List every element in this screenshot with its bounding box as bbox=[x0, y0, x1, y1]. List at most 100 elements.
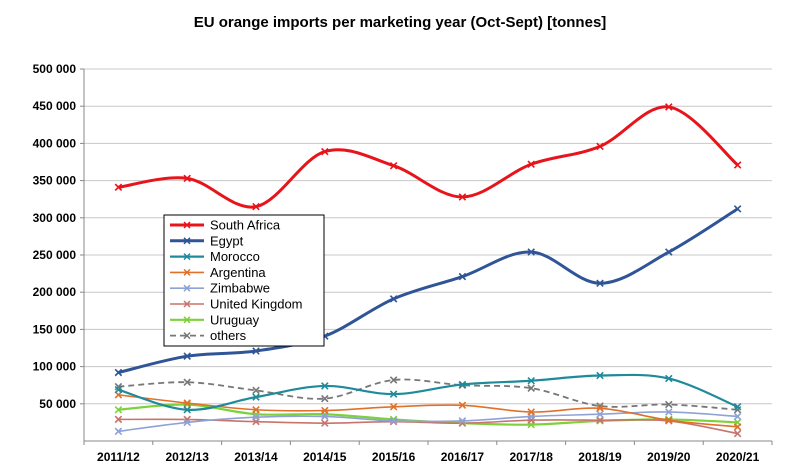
data-point bbox=[183, 174, 191, 183]
data-point bbox=[596, 416, 604, 424]
data-point bbox=[183, 352, 191, 360]
data-point bbox=[458, 193, 467, 201]
point-marker bbox=[114, 405, 123, 414]
point-marker bbox=[733, 403, 742, 411]
point-marker bbox=[733, 161, 742, 169]
point-marker bbox=[527, 408, 535, 416]
point-marker bbox=[252, 413, 260, 421]
x-tick-label: 2017/18 bbox=[510, 450, 554, 464]
point-marker bbox=[733, 205, 742, 213]
point-marker bbox=[321, 147, 329, 156]
legend-item-argentina: Argentina bbox=[170, 265, 266, 280]
data-point bbox=[114, 385, 123, 394]
point-marker bbox=[114, 427, 123, 436]
x-tick-label: 2013/14 bbox=[234, 450, 278, 464]
legend-marker bbox=[183, 268, 191, 276]
data-point bbox=[733, 429, 742, 438]
series-morocco bbox=[114, 371, 742, 414]
legend-marker bbox=[183, 253, 191, 261]
data-point bbox=[183, 378, 191, 386]
data-point bbox=[458, 380, 467, 389]
series-south-africa bbox=[114, 103, 742, 211]
data-point bbox=[665, 103, 673, 111]
x-tick-label: 2015/16 bbox=[372, 450, 416, 464]
point-marker bbox=[527, 160, 535, 168]
series-line-egypt bbox=[118, 207, 739, 375]
data-point bbox=[389, 376, 398, 384]
x-tick-label: 2012/13 bbox=[166, 450, 210, 464]
point-marker bbox=[733, 423, 742, 431]
legend-label: Morocco bbox=[210, 249, 260, 264]
point-marker bbox=[596, 404, 604, 413]
data-point bbox=[114, 183, 123, 192]
point-marker bbox=[114, 183, 123, 192]
series-line-zimbabwe bbox=[118, 411, 738, 433]
data-point bbox=[389, 390, 398, 398]
point-marker bbox=[183, 378, 191, 386]
point-marker bbox=[389, 390, 398, 398]
data-point bbox=[252, 386, 260, 395]
data-point bbox=[665, 248, 673, 256]
data-point bbox=[458, 417, 467, 425]
point-marker bbox=[183, 418, 191, 427]
data-point bbox=[665, 408, 673, 416]
data-point bbox=[321, 382, 329, 390]
data-point bbox=[114, 382, 123, 391]
point-marker bbox=[389, 403, 398, 411]
point-marker bbox=[183, 405, 191, 414]
point-marker bbox=[114, 385, 123, 394]
legend-marker bbox=[183, 237, 191, 245]
y-tick-label: 150 000 bbox=[33, 322, 77, 336]
point-marker bbox=[252, 386, 260, 395]
legend-item-others: others bbox=[170, 328, 247, 343]
series-line-others bbox=[118, 378, 738, 411]
point-marker bbox=[389, 417, 398, 425]
legend-item-united-kingdom: United Kingdom bbox=[170, 297, 303, 312]
data-point bbox=[114, 427, 123, 436]
x-tick-label: 2018/19 bbox=[578, 450, 622, 464]
legend-item-south-africa: South Africa bbox=[170, 218, 281, 233]
series-argentina bbox=[114, 391, 742, 431]
y-tick-label: 250 000 bbox=[33, 248, 77, 262]
data-point bbox=[596, 410, 604, 418]
y-tick-label: 200 000 bbox=[33, 285, 77, 299]
point-marker bbox=[665, 374, 673, 383]
data-point bbox=[252, 413, 260, 421]
series-line-united-kingdom bbox=[118, 418, 738, 435]
point-marker bbox=[458, 380, 467, 389]
point-marker bbox=[389, 295, 398, 303]
data-point bbox=[527, 248, 535, 256]
data-point bbox=[321, 394, 329, 403]
point-marker bbox=[733, 405, 742, 414]
data-point bbox=[252, 202, 260, 211]
legend-label: United Kingdom bbox=[210, 297, 303, 312]
legend-label: others bbox=[210, 328, 247, 343]
point-marker bbox=[252, 393, 260, 401]
point-marker bbox=[596, 142, 604, 151]
legend-marker bbox=[183, 221, 191, 229]
point-marker bbox=[458, 417, 467, 425]
legend: South AfricaEgyptMoroccoArgentinaZimbabw… bbox=[163, 214, 325, 347]
y-tick-label: 50 000 bbox=[39, 397, 76, 411]
data-point bbox=[252, 347, 260, 355]
data-point bbox=[183, 399, 191, 407]
legend-marker bbox=[183, 284, 191, 292]
x-tick-label: 2020/21 bbox=[716, 450, 760, 464]
point-marker bbox=[596, 416, 604, 424]
point-marker bbox=[665, 248, 673, 256]
legend-label: South Africa bbox=[210, 218, 281, 233]
legend-item-uruguay: Uruguay bbox=[170, 312, 260, 327]
data-point bbox=[527, 376, 535, 385]
series-line-morocco bbox=[118, 373, 739, 411]
y-tick-label: 400 000 bbox=[33, 136, 77, 150]
legend-box bbox=[163, 214, 325, 347]
data-point bbox=[733, 161, 742, 169]
x-axis-tick-labels: 2011/12 2012/13 2013/14 2014/15 2015/16 2016/… bbox=[97, 450, 760, 464]
data-point bbox=[321, 412, 329, 421]
point-marker bbox=[596, 410, 604, 418]
data-point bbox=[596, 371, 604, 380]
point-marker bbox=[458, 401, 467, 410]
point-marker bbox=[527, 376, 535, 385]
chart-title: EU orange imports per marketing year (Oc… bbox=[193, 14, 607, 31]
